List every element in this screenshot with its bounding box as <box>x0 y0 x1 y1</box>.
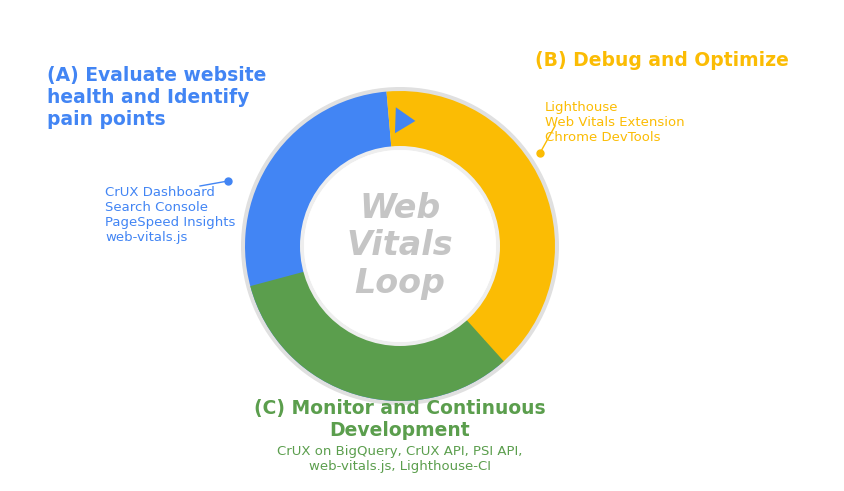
Circle shape <box>304 150 495 342</box>
Polygon shape <box>278 289 301 313</box>
Text: (A) Evaluate website
health and Identify
pain points: (A) Evaluate website health and Identify… <box>47 66 266 129</box>
Text: Loop: Loop <box>354 268 445 300</box>
Text: Vitals: Vitals <box>346 229 452 263</box>
Wedge shape <box>386 91 555 365</box>
Circle shape <box>241 87 559 405</box>
Text: CrUX on BigQuery, CrUX API, PSI API,
web-vitals.js, Lighthouse-CI: CrUX on BigQuery, CrUX API, PSI API, web… <box>277 445 522 473</box>
Text: (C) Monitor and Continuous
Development: (C) Monitor and Continuous Development <box>254 399 545 440</box>
Polygon shape <box>394 107 415 133</box>
Circle shape <box>300 146 500 346</box>
Wedge shape <box>250 271 503 401</box>
Text: Web: Web <box>359 191 440 224</box>
Circle shape <box>304 150 495 342</box>
Text: CrUX Dashboard
Search Console
PageSpeed Insights
web-vitals.js: CrUX Dashboard Search Console PageSpeed … <box>105 186 235 244</box>
Polygon shape <box>484 316 507 340</box>
Wedge shape <box>245 92 499 401</box>
Text: (B) Debug and Optimize: (B) Debug and Optimize <box>534 51 788 70</box>
Text: Lighthouse
Web Vitals Extension
Chrome DevTools: Lighthouse Web Vitals Extension Chrome D… <box>544 101 684 144</box>
